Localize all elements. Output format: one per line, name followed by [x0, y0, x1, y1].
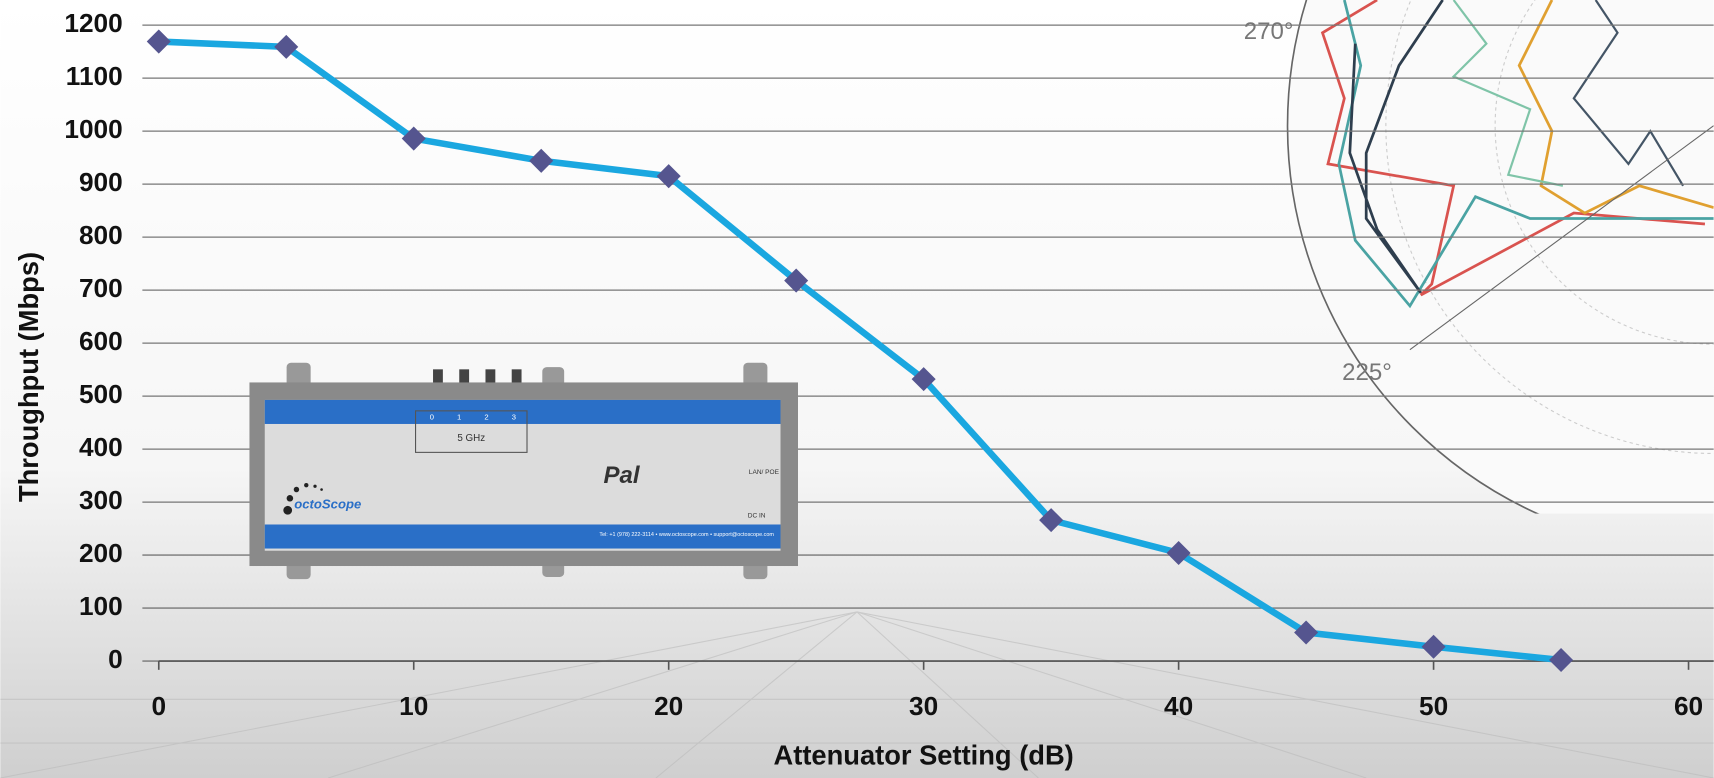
- y-tick-label: 700: [79, 273, 123, 303]
- dc-label: DC IN: [748, 512, 766, 519]
- y-tick-label: 500: [79, 379, 123, 409]
- lan-label: LAN/ POE: [749, 469, 780, 476]
- y-tick-label: 100: [79, 591, 123, 621]
- y-tick-label: 1000: [64, 114, 122, 144]
- x-tick-label: 30: [909, 691, 938, 721]
- contact: Tel: +1 (978) 222-3114 • www.octoscope.c…: [599, 532, 774, 538]
- y-tick-label: 1200: [64, 8, 122, 38]
- y-tick-label: 800: [79, 220, 123, 250]
- y-tick-label: 400: [79, 432, 123, 462]
- port-label: 0: [430, 412, 434, 421]
- polar-angle: 225°: [1342, 359, 1392, 386]
- x-tick-label: 60: [1674, 691, 1703, 721]
- y-tick-label: 300: [79, 485, 123, 515]
- band-label: 5 GHz: [457, 433, 485, 444]
- y-tick-label: 1100: [66, 61, 123, 91]
- x-tick-label: 0: [151, 691, 166, 721]
- y-tick-label: 900: [79, 167, 123, 197]
- brand: octoScope: [294, 496, 361, 511]
- port-label: 3: [512, 412, 516, 421]
- chart: 270° 225° 0 1 2 3 5 GHz octoScope Pal LA…: [0, 0, 1714, 778]
- y-tick-label: 0: [108, 644, 123, 674]
- y-axis-title: Throughput (Mbps): [13, 252, 44, 502]
- model: Pal: [603, 462, 640, 489]
- x-axis-title: Attenuator Setting (dB): [774, 739, 1074, 770]
- y-tick-label: 200: [79, 538, 123, 568]
- x-tick-label: 10: [399, 691, 428, 721]
- x-tick-label: 40: [1164, 691, 1193, 721]
- x-tick-label: 50: [1419, 691, 1448, 721]
- x-tick-label: 20: [654, 691, 683, 721]
- device-photo: 0 1 2 3 5 GHz octoScope Pal LAN/ POE DC …: [249, 363, 798, 579]
- y-tick-label: 600: [79, 326, 123, 356]
- polar-angle: 270°: [1244, 18, 1294, 45]
- port-label: 1: [457, 412, 461, 421]
- port-label: 2: [484, 412, 488, 421]
